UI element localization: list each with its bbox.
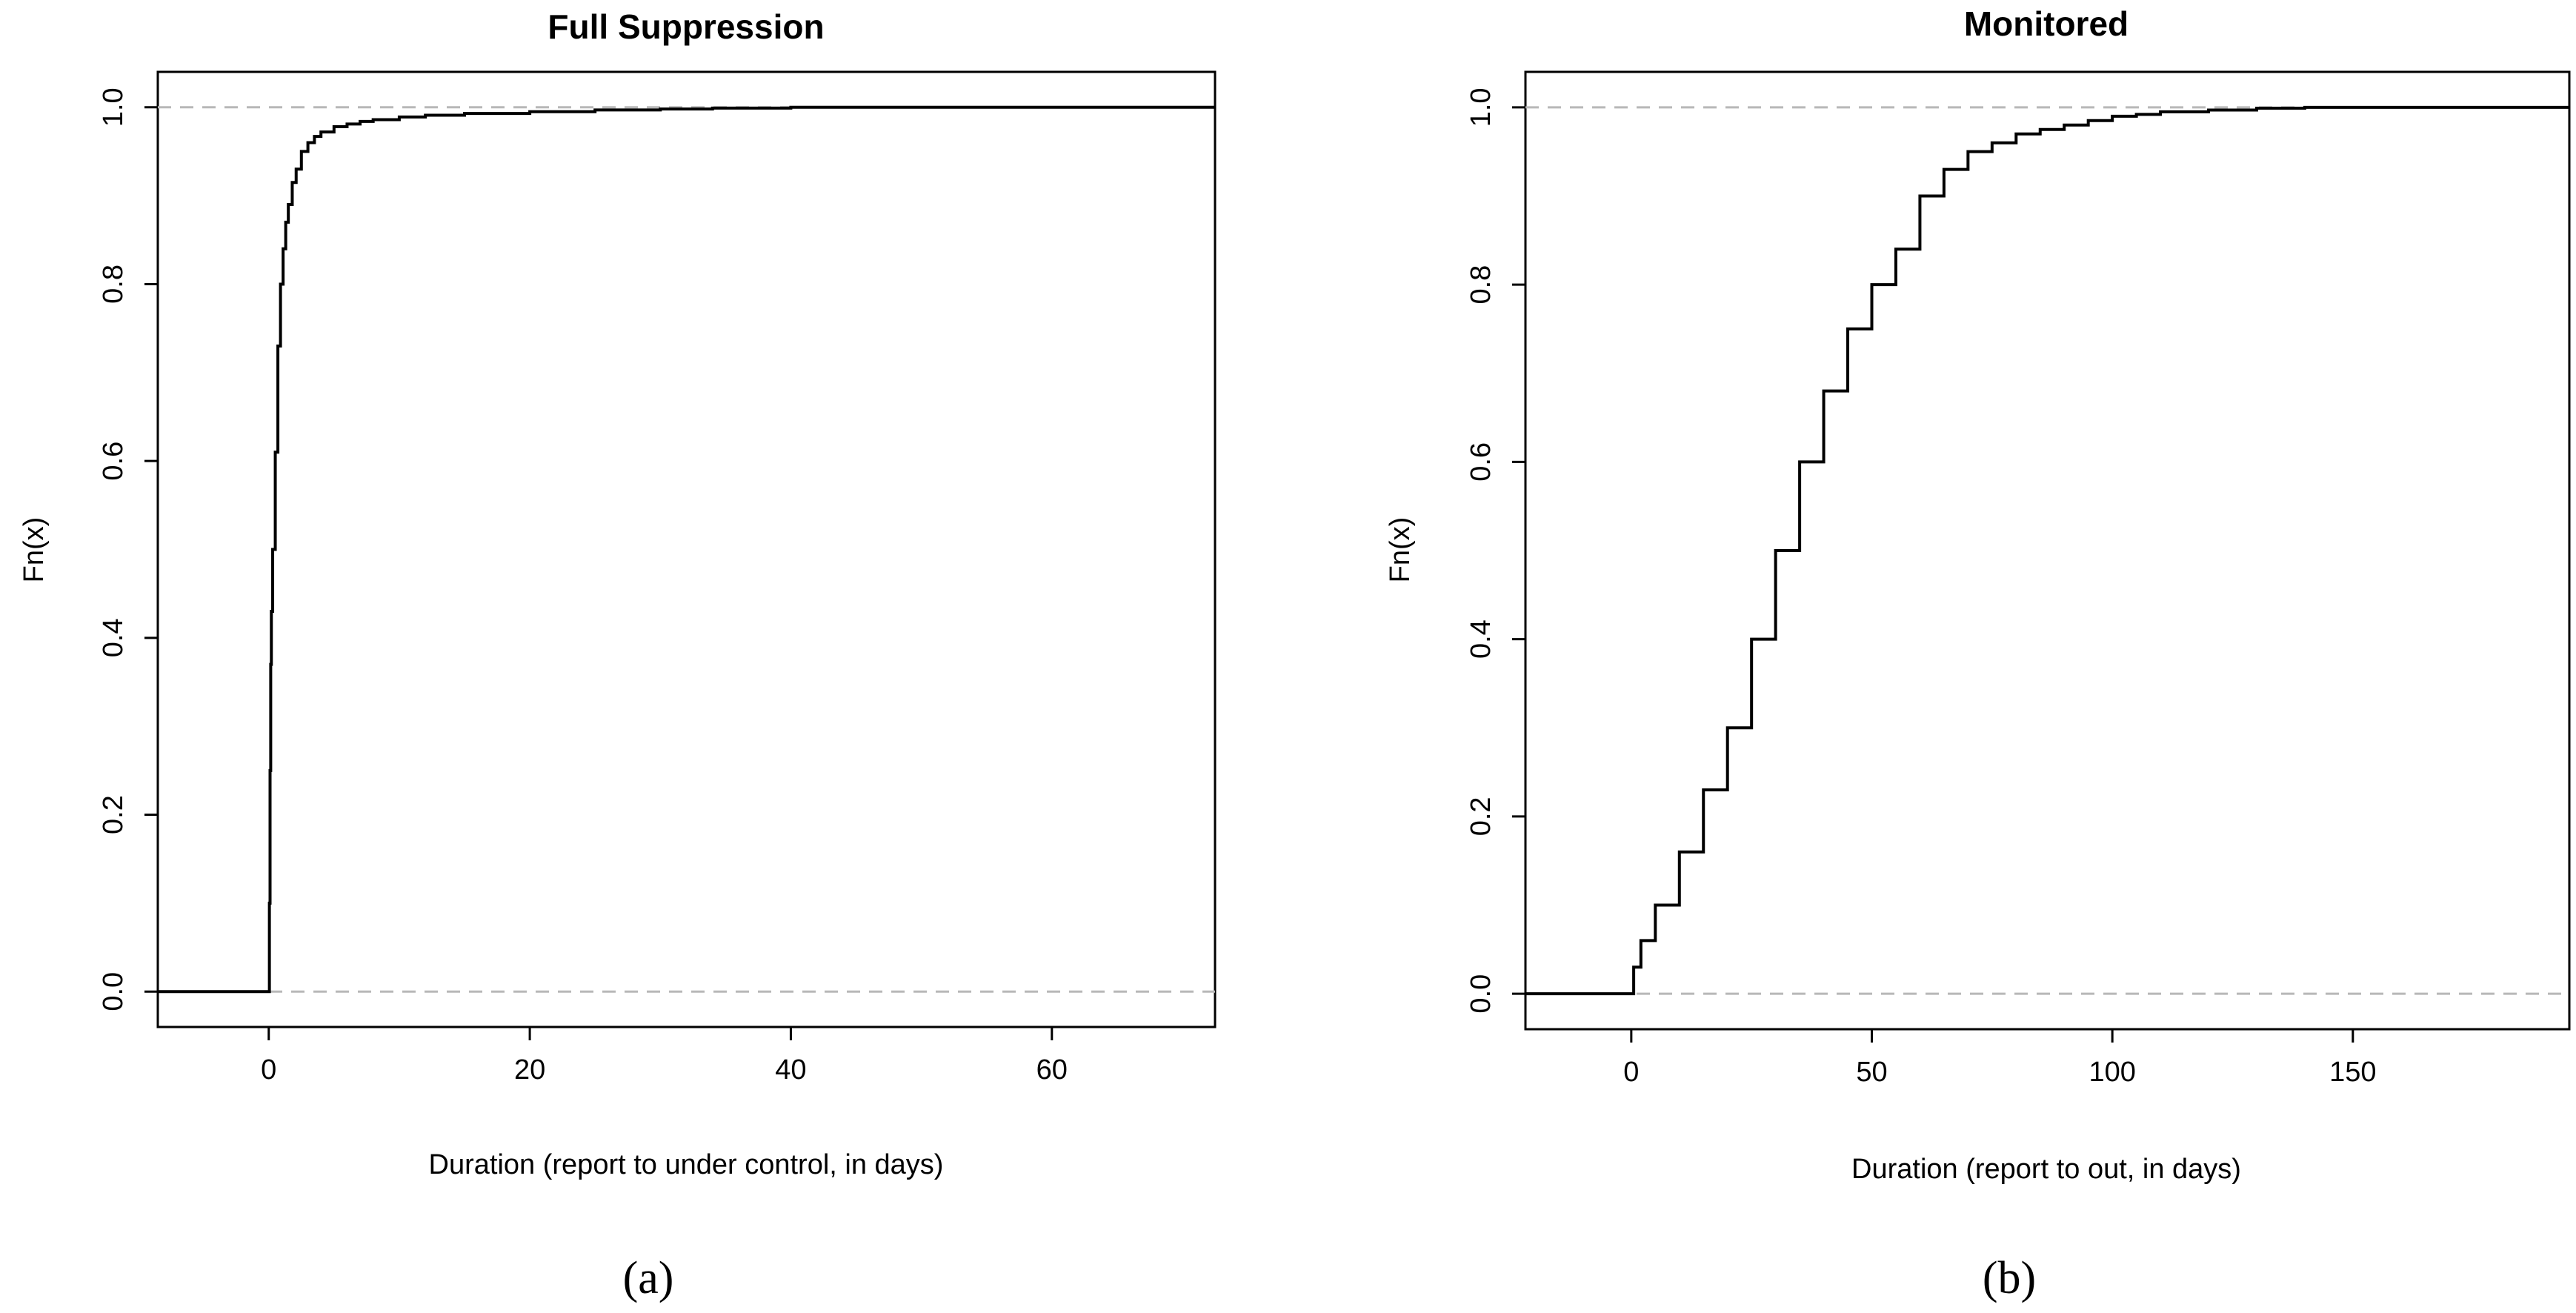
panel-caption: (a) xyxy=(623,1253,674,1303)
y-tick-label: 0.6 xyxy=(1465,442,1497,482)
y-tick-label: 1.0 xyxy=(98,87,129,127)
reference-lines xyxy=(1525,106,2569,995)
y-tick-label: 0.2 xyxy=(98,795,129,834)
plot-frame xyxy=(156,70,1217,1028)
y-axis-label: Fn(x) xyxy=(19,517,50,583)
x-tick-label: 0 xyxy=(261,1054,276,1086)
ecdf-line xyxy=(158,105,1215,994)
x-axis: 0 50 100 150 xyxy=(1623,1029,2377,1088)
chart-panel-monitored: Monitored 0 50 100 150 0.0 0.2 0.4 0.6 0.8 1.0 D… xyxy=(1385,4,2571,1303)
x-tick-label: 150 xyxy=(2329,1057,2376,1088)
x-tick-label: 60 xyxy=(1036,1054,1068,1086)
x-axis: 0 20 40 60 xyxy=(261,1027,1068,1086)
y-tick-label: 0.8 xyxy=(1465,265,1497,305)
chart-title: Full Suppression xyxy=(548,7,824,46)
y-tick-label: 0.6 xyxy=(98,442,129,481)
ecdf-series xyxy=(158,105,1215,994)
chart-panel-full-suppression: Full Suppression 0 20 40 60 0.0 0.2 0.4 0.6 0.8… xyxy=(19,7,1217,1303)
ecdf-line xyxy=(1525,105,2569,996)
y-axis: 0.0 0.2 0.4 0.6 0.8 1.0 xyxy=(1465,87,1525,1014)
panel-caption: (b) xyxy=(1983,1253,2036,1303)
plot-frame xyxy=(1524,70,2571,1031)
y-tick-label: 0.8 xyxy=(98,265,129,304)
y-tick-label: 0.2 xyxy=(1465,797,1497,836)
y-axis-label: Fn(x) xyxy=(1385,517,1416,583)
x-tick-label: 20 xyxy=(514,1054,545,1086)
x-tick-label: 100 xyxy=(2089,1057,2135,1088)
y-tick-label: 0.0 xyxy=(1465,974,1497,1014)
x-tick-label: 0 xyxy=(1623,1057,1639,1088)
y-tick-label: 0.4 xyxy=(98,618,129,657)
x-axis-label: Duration (report to under control, in da… xyxy=(429,1149,944,1180)
x-axis-label: Duration (report to out, in days) xyxy=(1851,1154,2241,1185)
reference-lines xyxy=(158,106,1215,993)
x-tick-label: 50 xyxy=(1856,1057,1887,1088)
y-tick-label: 0.0 xyxy=(98,972,129,1011)
y-tick-label: 0.4 xyxy=(1465,619,1497,659)
x-tick-label: 40 xyxy=(775,1054,806,1086)
ecdf-series xyxy=(1525,105,2569,996)
y-tick-label: 1.0 xyxy=(1465,87,1497,127)
chart-title: Monitored xyxy=(1964,4,2129,43)
y-axis: 0.0 0.2 0.4 0.6 0.8 1.0 xyxy=(98,87,158,1011)
